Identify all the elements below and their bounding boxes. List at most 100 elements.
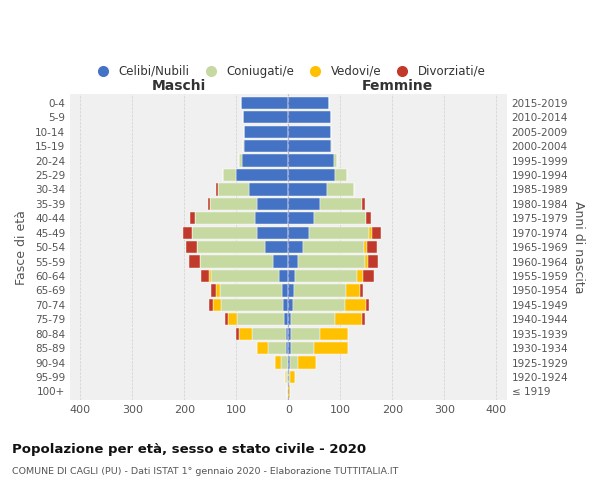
Bar	[344, 298, 367, 311]
Bar	[238, 313, 284, 326]
Bar	[252, 328, 286, 340]
Bar	[268, 342, 286, 354]
Bar	[368, 256, 379, 268]
Text: Popolazione per età, sesso e stato civile - 2020: Popolazione per età, sesso e stato civil…	[12, 442, 366, 456]
Bar	[298, 356, 316, 368]
Bar	[287, 386, 289, 398]
Bar	[289, 356, 290, 368]
Bar	[289, 198, 320, 210]
Bar	[298, 256, 365, 268]
Bar	[257, 198, 289, 210]
Bar	[314, 342, 348, 354]
Y-axis label: Fasce di età: Fasce di età	[15, 210, 28, 284]
Text: Femmine: Femmine	[362, 78, 433, 92]
Bar	[295, 270, 357, 282]
Bar	[289, 342, 291, 354]
Bar	[334, 154, 337, 166]
Text: COMUNE DI CAGLI (PU) - Dati ISTAT 1° gennaio 2020 - Elaborazione TUTTITALIA.IT: COMUNE DI CAGLI (PU) - Dati ISTAT 1° gen…	[12, 468, 398, 476]
Bar	[289, 140, 331, 152]
Bar	[362, 198, 365, 210]
Bar	[228, 313, 238, 326]
Bar	[289, 270, 295, 282]
Bar	[291, 342, 314, 354]
Bar	[289, 212, 314, 224]
Bar	[303, 241, 364, 254]
Bar	[242, 111, 289, 124]
Bar	[200, 256, 273, 268]
Bar	[220, 284, 282, 296]
Bar	[273, 256, 289, 268]
Bar	[197, 241, 265, 254]
Bar	[250, 184, 289, 196]
Bar	[239, 154, 242, 166]
Bar	[244, 126, 289, 138]
Bar	[309, 226, 369, 239]
Bar	[367, 241, 377, 254]
Bar	[192, 226, 257, 239]
Bar	[291, 313, 335, 326]
Bar	[367, 298, 369, 311]
Bar	[284, 313, 289, 326]
Bar	[320, 198, 362, 210]
Bar	[188, 256, 200, 268]
Bar	[201, 270, 209, 282]
Bar	[281, 356, 289, 368]
Bar	[221, 298, 283, 311]
Bar	[289, 96, 329, 109]
Bar	[244, 140, 289, 152]
Bar	[290, 371, 295, 383]
Bar	[371, 226, 381, 239]
Bar	[328, 184, 355, 196]
Bar	[289, 241, 303, 254]
Bar	[357, 270, 363, 282]
Bar	[236, 328, 239, 340]
Bar	[283, 298, 289, 311]
Bar	[211, 284, 215, 296]
Bar	[360, 284, 363, 296]
Bar	[211, 270, 279, 282]
Bar	[289, 126, 331, 138]
Bar	[289, 154, 334, 166]
Bar	[209, 270, 211, 282]
Bar	[286, 328, 289, 340]
Bar	[335, 169, 347, 181]
Bar	[213, 298, 221, 311]
Bar	[289, 371, 290, 383]
Bar	[241, 96, 289, 109]
Bar	[195, 212, 254, 224]
Bar	[285, 371, 286, 383]
Bar	[289, 184, 328, 196]
Bar	[239, 328, 252, 340]
Bar	[286, 342, 289, 354]
Bar	[289, 111, 331, 124]
Bar	[236, 169, 289, 181]
Bar	[242, 154, 289, 166]
Bar	[275, 356, 281, 368]
Bar	[289, 169, 335, 181]
Bar	[186, 241, 197, 254]
Bar	[279, 270, 289, 282]
Bar	[320, 328, 348, 340]
Bar	[257, 342, 268, 354]
Bar	[314, 212, 367, 224]
Bar	[190, 212, 195, 224]
Bar	[362, 313, 365, 326]
Bar	[367, 212, 371, 224]
Bar	[346, 284, 360, 296]
Bar	[265, 241, 289, 254]
Bar	[369, 226, 371, 239]
Bar	[226, 313, 228, 326]
Bar	[183, 226, 192, 239]
Bar	[289, 386, 290, 398]
Bar	[286, 371, 289, 383]
Bar	[293, 298, 344, 311]
Bar	[257, 226, 289, 239]
Bar	[289, 256, 298, 268]
Bar	[335, 313, 362, 326]
Bar	[209, 298, 213, 311]
Bar	[208, 198, 211, 210]
Bar	[331, 140, 332, 152]
Bar	[289, 226, 309, 239]
Bar	[290, 356, 298, 368]
Bar	[282, 284, 289, 296]
